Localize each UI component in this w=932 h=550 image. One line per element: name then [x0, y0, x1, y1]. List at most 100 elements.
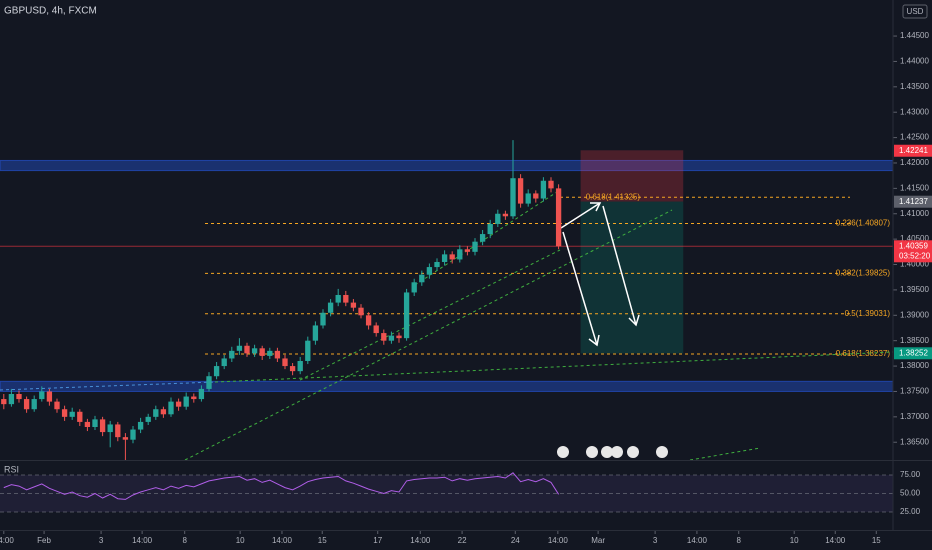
y-tick-label: 1.41000 [900, 209, 929, 218]
y-tick-label: 1.39500 [900, 285, 929, 294]
trend-line [184, 209, 673, 461]
candle-body [350, 302, 357, 308]
candle-body [8, 393, 15, 405]
candle-body [137, 421, 144, 430]
candle-body [411, 282, 417, 293]
candle-body [259, 348, 265, 356]
y-tick-label: 1.37000 [900, 412, 929, 421]
candle-body [305, 340, 311, 361]
candle-body [168, 401, 174, 415]
candle-body [487, 223, 493, 235]
candle-body [244, 345, 250, 354]
candle-body [358, 307, 364, 316]
candle-body [502, 213, 509, 217]
countdown: 03:52:20 [899, 251, 931, 260]
candle-body [517, 178, 524, 204]
candle-body [297, 360, 303, 372]
rsi-tick-label: 25.00 [900, 507, 921, 516]
annotations [0, 189, 894, 461]
event-icon [557, 446, 569, 458]
event-icon [586, 446, 598, 458]
y-tick-label: 1.42500 [900, 133, 929, 142]
x-tick-label: 24 [511, 536, 520, 545]
candle-body [396, 335, 402, 339]
candle-body [160, 409, 167, 415]
candle-body [251, 348, 258, 354]
rsi-tick-label: 75.00 [900, 470, 921, 479]
candle-body [335, 294, 341, 303]
rsi-line [3, 472, 560, 500]
currency-box [902, 4, 928, 19]
x-tick-label: 14:00 [548, 536, 569, 545]
candle-body [145, 416, 151, 422]
y-tick-label: 1.39000 [900, 310, 929, 319]
candle-body [46, 391, 53, 402]
arrow-head [590, 202, 602, 212]
candle-body [434, 261, 440, 268]
candle-body [1, 399, 7, 405]
candle-body [115, 424, 121, 438]
candle-body [130, 429, 136, 440]
candle-body [191, 396, 197, 400]
candle-body [365, 315, 372, 326]
y-tick-label: 1.37500 [900, 387, 929, 396]
x-tick-label: 14:00 [272, 536, 293, 545]
candle-body [23, 399, 30, 410]
y-tick-label: 1.42000 [900, 158, 929, 167]
candle-body [457, 249, 463, 260]
candle-body [548, 180, 554, 189]
candle-body [84, 421, 91, 427]
arrow [562, 231, 598, 346]
candle-body [373, 325, 379, 334]
candle-body [31, 399, 37, 410]
x-tick-label: Feb [37, 536, 51, 545]
trend-line [414, 189, 561, 286]
candle-body [540, 180, 547, 199]
arrow [560, 202, 601, 229]
event-icon [656, 446, 668, 458]
price-label-box [894, 144, 932, 157]
candle-body [39, 391, 45, 400]
candle-body [449, 254, 455, 260]
rsi-tick-label: 50.00 [900, 489, 921, 498]
x-tick-label: 15 [318, 536, 327, 545]
candle-body [495, 213, 501, 224]
y-tick-label: 1.44000 [900, 57, 929, 66]
candle-body [54, 401, 60, 410]
event-icon [611, 446, 623, 458]
candle-body [274, 350, 281, 359]
y-tick-label: 1.38000 [900, 361, 929, 370]
arrow-head [588, 334, 600, 347]
candle-body [183, 396, 189, 407]
y-tick-label: 1.36500 [900, 437, 929, 446]
candle-body [426, 267, 433, 275]
x-tick-label: 14:00 [410, 536, 431, 545]
x-tick-label: 14:00 [825, 536, 846, 545]
candle-body [77, 411, 83, 422]
candle-body [236, 345, 243, 351]
candle-body [289, 366, 296, 372]
currency: USD [907, 7, 924, 16]
candle-body [229, 350, 235, 359]
y-tick-label: 1.44500 [900, 31, 929, 40]
candle-body [510, 178, 516, 217]
event-icon [627, 446, 639, 458]
x-tick-label: 8 [736, 536, 741, 545]
zone [0, 159, 894, 172]
trend-line [214, 351, 894, 383]
event-icon [601, 446, 613, 458]
candle-body [69, 411, 75, 417]
candle-body [92, 419, 98, 427]
candle-body [267, 350, 273, 356]
x-tick-label: 10 [236, 536, 245, 545]
candle-body [107, 424, 113, 433]
x-tick-label: 14:00 [687, 536, 708, 545]
x-tick-label: 15 [872, 536, 881, 545]
candle-body [388, 335, 395, 341]
price-label-box [894, 195, 932, 208]
trend-line [299, 249, 561, 381]
price-label: 1.40359 [899, 241, 928, 250]
candle-body [153, 409, 159, 417]
